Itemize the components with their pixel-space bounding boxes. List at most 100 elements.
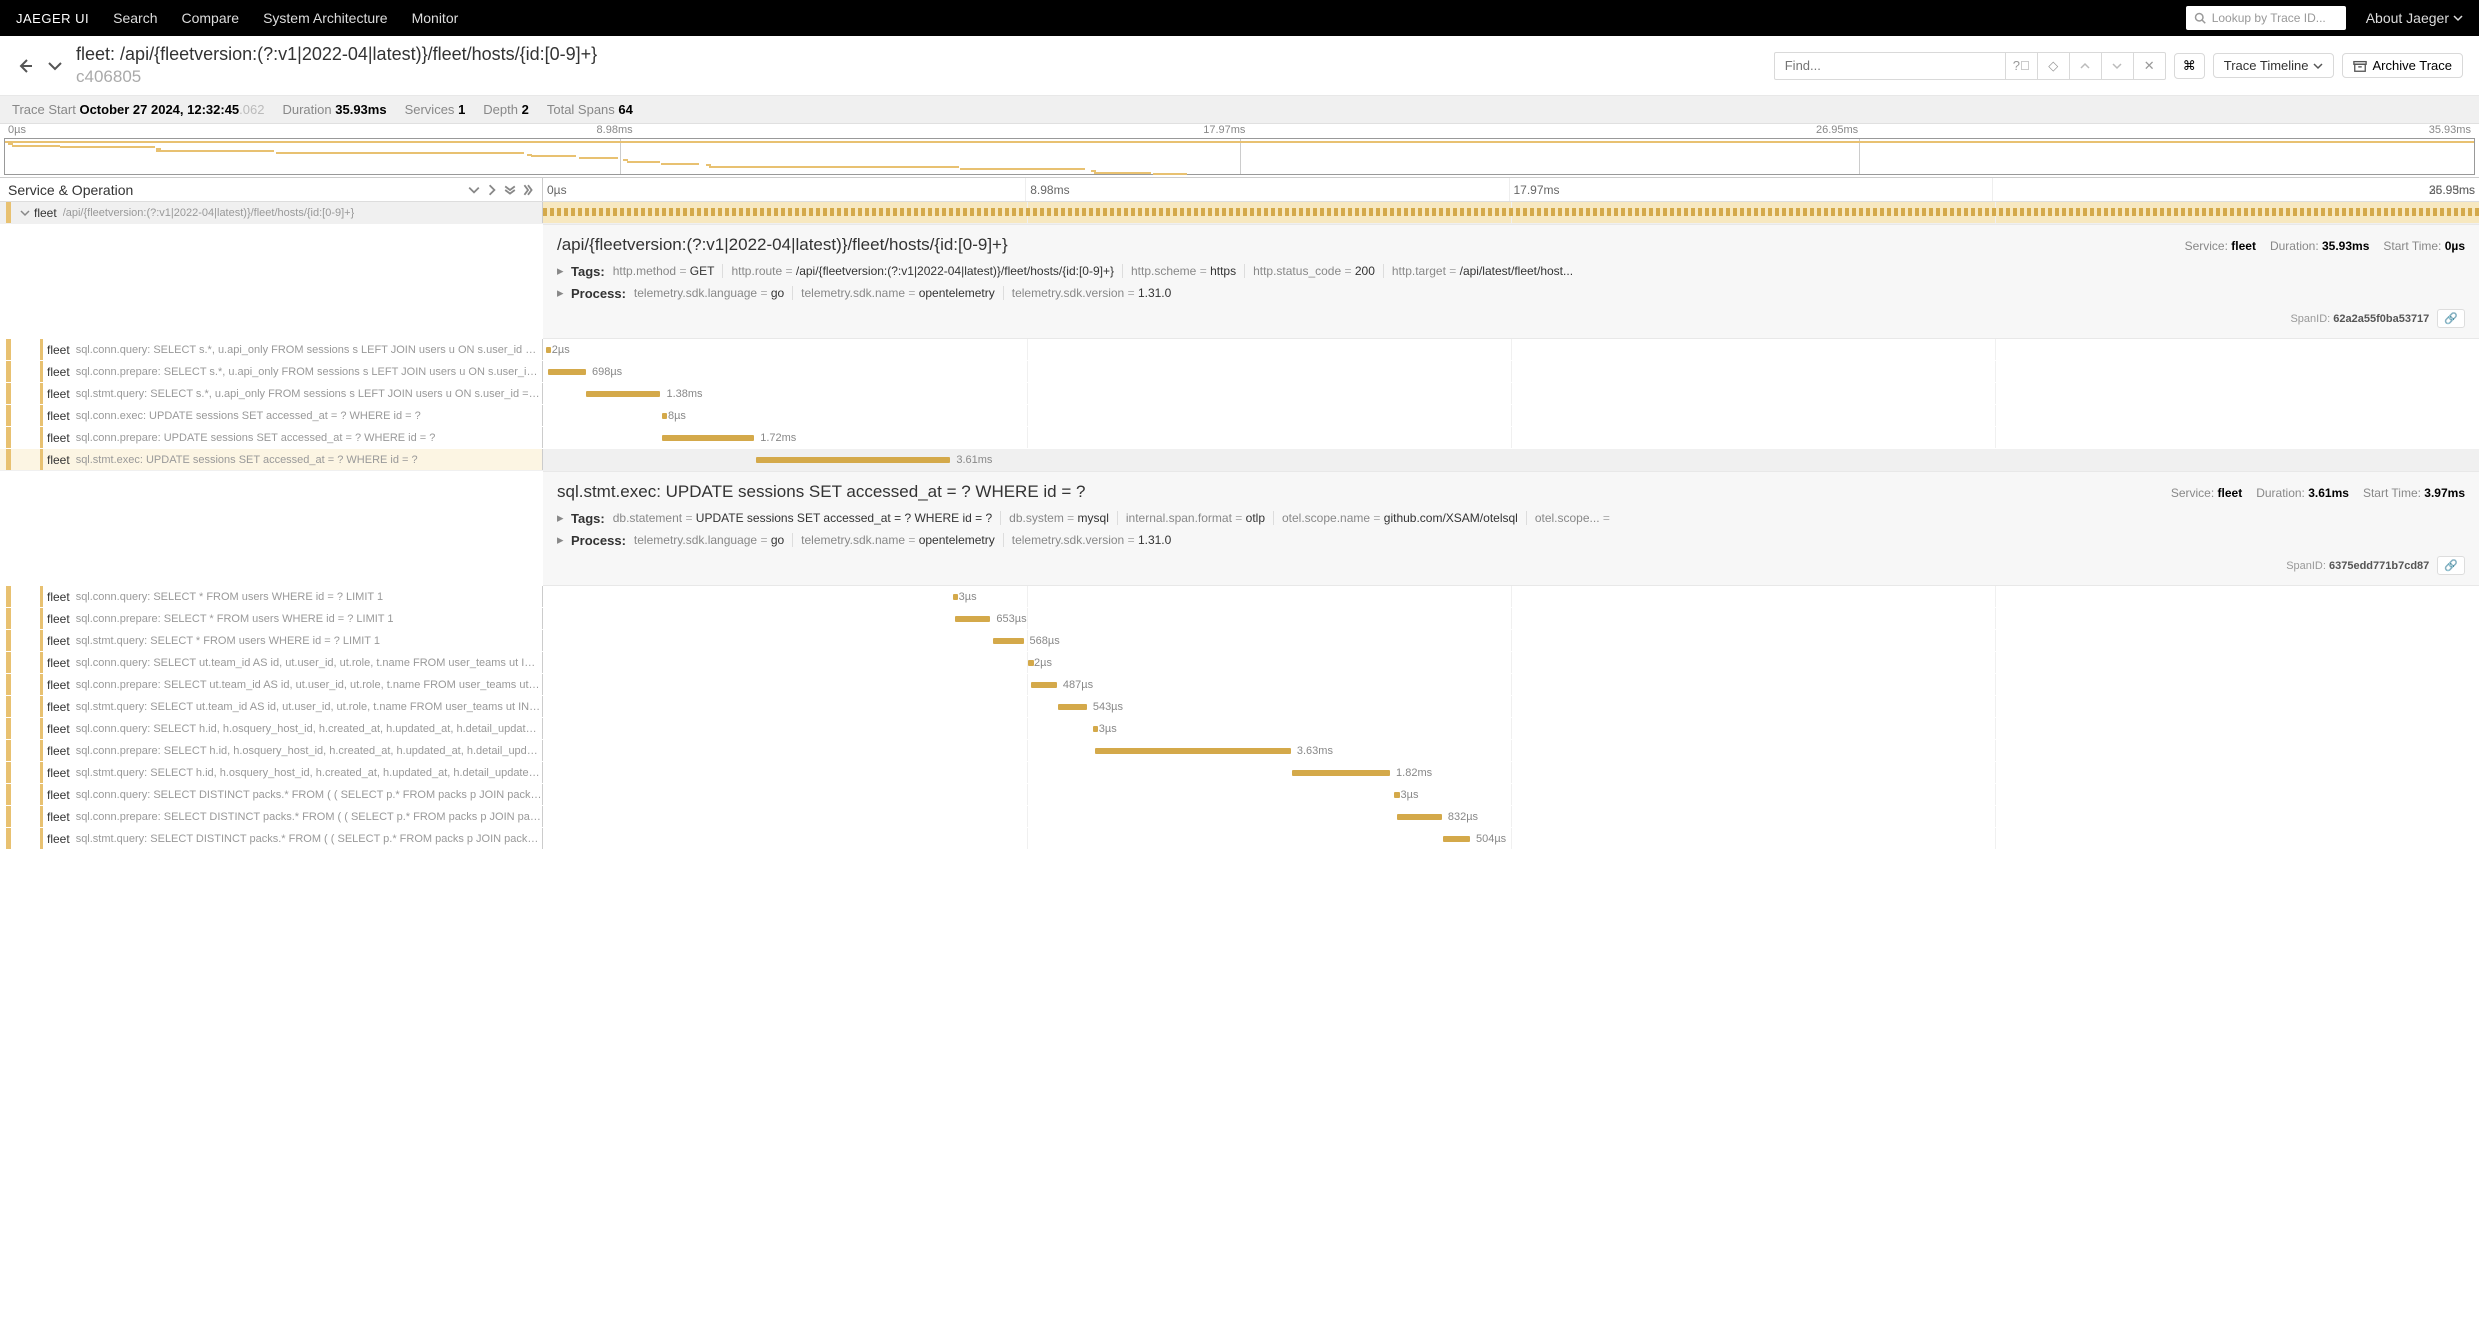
span-row[interactable]: fleet sql.conn.prepare: SELECT ut.team_i… xyxy=(0,674,2479,696)
nav-monitor[interactable]: Monitor xyxy=(412,10,459,26)
span-row[interactable]: fleet sql.conn.query: SELECT DISTINCT pa… xyxy=(0,784,2479,806)
span-row[interactable]: fleet sql.stmt.exec: UPDATE sessions SET… xyxy=(0,449,2479,471)
span-row[interactable]: fleet sql.conn.exec: UPDATE sessions SET… xyxy=(0,405,2479,427)
expand-all-button[interactable] xyxy=(504,184,516,196)
tags-toggle[interactable]: ▸ xyxy=(557,510,571,526)
span-row[interactable]: fleet sql.conn.prepare: SELECT s.*, u.ap… xyxy=(0,361,2479,383)
span-timeline[interactable]: 487µs xyxy=(543,674,2479,695)
minimap-span-bar xyxy=(5,141,2474,143)
span-row[interactable]: fleet sql.conn.prepare: SELECT h.id, h.o… xyxy=(0,740,2479,762)
span-operation: sql.conn.prepare: SELECT DISTINCT packs.… xyxy=(76,811,542,823)
service-operation-header: Service & Operation xyxy=(8,182,133,198)
collapse-all-button[interactable] xyxy=(522,184,534,196)
span-duration: 698µs xyxy=(592,366,622,378)
span-row[interactable]: fleet sql.conn.query: SELECT h.id, h.osq… xyxy=(0,718,2479,740)
span-timeline[interactable]: 504µs xyxy=(543,828,2479,849)
lookup-trace-input[interactable]: Lookup by Trace ID... xyxy=(2186,6,2346,30)
span-timeline[interactable]: 3µs xyxy=(543,586,2479,607)
span-bar xyxy=(1058,704,1087,710)
collapse-button[interactable] xyxy=(46,57,64,75)
span-operation: /api/{fleetversion:(?:v1|2022-04|latest)… xyxy=(63,207,355,219)
deep-link-icon[interactable]: 🔗 xyxy=(2437,556,2465,575)
deep-link-icon[interactable]: 🔗 xyxy=(2437,309,2465,328)
process-toggle[interactable]: ▸ xyxy=(557,285,571,301)
trace-timeline-select[interactable]: Trace Timeline xyxy=(2213,53,2334,78)
keyboard-shortcuts-button[interactable]: ⌘ xyxy=(2174,53,2205,79)
span-timeline[interactable] xyxy=(543,202,2479,223)
span-row[interactable]: fleet sql.conn.query: SELECT * FROM user… xyxy=(0,586,2479,608)
span-timeline[interactable]: 2µs xyxy=(543,339,2479,360)
span-operation: sql.stmt.query: SELECT DISTINCT packs.* … xyxy=(76,833,542,845)
span-row[interactable]: fleet /api/{fleetversion:(?:v1|2022-04|l… xyxy=(0,202,2479,224)
span-operation: sql.conn.query: SELECT h.id, h.osquery_h… xyxy=(76,723,542,735)
tags-toggle[interactable]: ▸ xyxy=(557,263,571,279)
expand-one-button[interactable] xyxy=(468,184,480,196)
span-timeline[interactable]: 653µs xyxy=(543,608,2479,629)
find-next-button[interactable] xyxy=(2101,52,2133,80)
nav-compare[interactable]: Compare xyxy=(181,10,239,26)
find-cycle-button[interactable]: ◇ xyxy=(2037,52,2069,80)
span-row[interactable]: fleet sql.conn.prepare: UPDATE sessions … xyxy=(0,427,2479,449)
minimap-tick: 35.93ms xyxy=(2429,124,2471,136)
span-duration: 1.82ms xyxy=(1396,767,1432,779)
span-row[interactable]: fleet sql.stmt.query: SELECT s.*, u.api_… xyxy=(0,383,2479,405)
span-timeline[interactable]: 543µs xyxy=(543,696,2479,717)
span-duration: 3µs xyxy=(1099,723,1117,735)
span-row[interactable]: fleet sql.conn.query: SELECT ut.team_id … xyxy=(0,652,2479,674)
span-guide xyxy=(40,828,43,849)
span-timeline[interactable]: 3µs xyxy=(543,718,2479,739)
span-service: fleet xyxy=(47,656,70,670)
back-button[interactable] xyxy=(16,57,34,75)
minimap-span-bar xyxy=(1094,172,1151,174)
span-timeline[interactable]: 1.38ms xyxy=(543,383,2479,404)
span-timeline[interactable]: 3µs xyxy=(543,784,2479,805)
span-row[interactable]: fleet sql.stmt.query: SELECT ut.team_id … xyxy=(0,696,2479,718)
span-operation: sql.conn.query: SELECT ut.team_id AS id,… xyxy=(76,657,542,669)
span-caret[interactable] xyxy=(20,208,34,218)
find-clear-button[interactable]: ✕ xyxy=(2133,52,2165,80)
span-service: fleet xyxy=(47,365,70,379)
collapse-one-button[interactable] xyxy=(486,184,498,196)
span-duration: 2µs xyxy=(1034,657,1052,669)
minimap-body[interactable] xyxy=(4,138,2475,175)
span-row[interactable]: fleet sql.conn.prepare: SELECT DISTINCT … xyxy=(0,806,2479,828)
span-service: fleet xyxy=(47,788,70,802)
span-bar xyxy=(1292,770,1390,776)
span-timeline[interactable]: 1.72ms xyxy=(543,427,2479,448)
find-input[interactable] xyxy=(1775,58,2005,73)
minimap[interactable]: 0µs 8.98ms 17.97ms 26.95ms 35.93ms xyxy=(0,124,2479,178)
find-prev-button[interactable] xyxy=(2069,52,2101,80)
timeline-tick: 0µs xyxy=(543,178,1026,201)
span-timeline[interactable]: 3.61ms xyxy=(543,449,2479,470)
span-row[interactable]: fleet sql.conn.query: SELECT s.*, u.api_… xyxy=(0,339,2479,361)
span-timeline[interactable]: 2µs xyxy=(543,652,2479,673)
span-guide xyxy=(40,405,43,426)
span-timeline[interactable]: 8µs xyxy=(543,405,2479,426)
span-row[interactable]: fleet sql.conn.prepare: SELECT * FROM us… xyxy=(0,608,2479,630)
nav-search[interactable]: Search xyxy=(113,10,157,26)
trace-id: c406805 xyxy=(76,67,597,87)
span-row[interactable]: fleet sql.stmt.query: SELECT h.id, h.osq… xyxy=(0,762,2479,784)
find-help-button[interactable]: ?⃝ xyxy=(2005,52,2037,80)
span-timeline[interactable]: 3.63ms xyxy=(543,740,2479,761)
span-timeline[interactable]: 1.82ms xyxy=(543,762,2479,783)
find-box: ?⃝ ◇ ✕ xyxy=(1774,52,2166,80)
span-timeline[interactable]: 832µs xyxy=(543,806,2479,827)
span-guide xyxy=(40,696,43,717)
span-row[interactable]: fleet sql.stmt.query: SELECT * FROM user… xyxy=(0,630,2479,652)
span-timeline[interactable]: 698µs xyxy=(543,361,2479,382)
span-operation: sql.stmt.query: SELECT * FROM users WHER… xyxy=(76,635,380,647)
span-bar xyxy=(1394,792,1400,798)
span-timeline[interactable]: 568µs xyxy=(543,630,2479,651)
span-service: fleet xyxy=(47,590,70,604)
nav-system-architecture[interactable]: System Architecture xyxy=(263,10,388,26)
span-guide xyxy=(40,806,43,827)
span-row[interactable]: fleet sql.stmt.query: SELECT DISTINCT pa… xyxy=(0,828,2479,850)
archive-trace-button[interactable]: Archive Trace xyxy=(2342,53,2463,78)
span-guide xyxy=(40,427,43,448)
about-menu[interactable]: About Jaeger xyxy=(2366,10,2463,26)
span-guide xyxy=(40,361,43,382)
minimap-tick: 0µs xyxy=(8,124,26,136)
span-service: fleet xyxy=(47,431,70,445)
process-toggle[interactable]: ▸ xyxy=(557,532,571,548)
